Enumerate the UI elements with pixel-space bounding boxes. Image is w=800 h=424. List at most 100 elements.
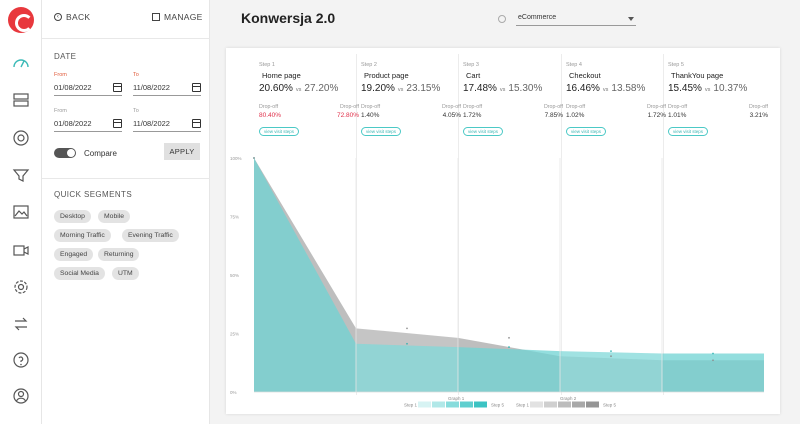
view-visit-steps-button[interactable]: view visit steps <box>668 127 709 136</box>
back-icon: ‹ <box>54 13 62 21</box>
step-name: Home page <box>262 71 301 80</box>
funnel-icon[interactable] <box>11 165 31 185</box>
settings-icon[interactable] <box>11 277 31 297</box>
funnel-step: Step 3 Cart 17.48% vs 15.30% Drop-off Drop-off… <box>463 62 563 138</box>
legend-end-label: Step 5 <box>491 403 505 408</box>
data-point <box>712 352 714 355</box>
data-point <box>508 336 510 339</box>
segment-chip[interactable]: Evening Traffic <box>122 229 179 242</box>
compare-label: Compare <box>84 149 117 158</box>
view-visit-steps-button[interactable]: view visit steps <box>463 127 504 136</box>
dropoff-label: Drop-off <box>259 104 279 110</box>
dropoff-compare-value: 3.21% <box>749 112 768 119</box>
data-point <box>610 350 612 352</box>
view-visit-steps-button[interactable]: view visit steps <box>361 127 402 136</box>
compare-from-value: 01/08/2022 <box>54 119 92 128</box>
divider <box>42 178 210 179</box>
compare-toggle[interactable] <box>54 148 76 158</box>
primary-to-input[interactable]: 11/08/2022 <box>133 80 201 96</box>
step-band <box>356 158 458 392</box>
segment-chip[interactable]: UTM <box>112 267 139 280</box>
dropoff-label: Drop-off <box>441 104 461 110</box>
data-point <box>508 346 510 348</box>
conversion-value: 20.60% <box>259 83 293 94</box>
y-tick-label: 0% <box>230 390 237 395</box>
legend-swatch <box>558 401 571 408</box>
column-divider <box>561 54 562 395</box>
dropoff-value: 80.40% <box>259 112 282 119</box>
legend-swatch <box>474 401 487 408</box>
dropoff-values: 1.01% 3.21% <box>668 112 768 119</box>
icon-rail <box>0 0 42 424</box>
vs-label: vs <box>397 87 404 93</box>
funnel-selector[interactable]: eCommerce <box>516 11 636 26</box>
data-point <box>406 327 408 330</box>
filter-panel: ‹ BACK MANAGE DATE From To 01/08/2022 11… <box>42 0 210 424</box>
dropoff-labels: Drop-off Drop-off <box>361 104 461 110</box>
segment-chip[interactable]: Mobile <box>98 210 131 223</box>
column-divider <box>458 54 459 395</box>
target-icon[interactable] <box>11 128 31 148</box>
segment-chip[interactable]: Social Media <box>54 267 105 280</box>
compare-from-input[interactable]: 01/08/2022 <box>54 116 122 132</box>
legend-start-label: Step 1 <box>516 403 530 408</box>
compare-to-input[interactable]: 11/08/2022 <box>133 116 201 132</box>
conversion-compare-value: 13.58% <box>611 83 646 94</box>
dropoff-label: Drop-off <box>339 104 359 110</box>
step-name: ThankYou page <box>671 71 724 80</box>
back-label: BACK <box>66 12 91 22</box>
info-icon[interactable] <box>498 15 506 23</box>
apply-button[interactable]: APPLY <box>164 143 200 160</box>
conversion-value: 19.20% <box>361 83 395 94</box>
manage-button[interactable]: MANAGE <box>152 12 203 22</box>
compare-to-label: To <box>133 108 139 114</box>
segment-chip[interactable]: Engaged <box>54 248 94 261</box>
calendar-icon[interactable] <box>113 83 122 92</box>
legend-swatch <box>586 401 599 408</box>
legend-swatch <box>446 401 459 408</box>
user-icon[interactable] <box>11 386 31 406</box>
y-tick-label: 50% <box>230 273 239 278</box>
calendar-icon[interactable] <box>192 83 201 92</box>
step-number: Step 4 <box>566 62 582 68</box>
chevron-down-icon <box>628 17 634 21</box>
dropoff-values: 80.40% 72.80% <box>259 112 359 119</box>
video-icon[interactable] <box>11 240 31 260</box>
dropoff-label: Drop-off <box>361 104 381 110</box>
image-icon[interactable] <box>11 202 31 222</box>
view-visit-steps-button[interactable]: view visit steps <box>259 127 300 136</box>
segment-chip[interactable]: Desktop <box>54 210 91 223</box>
to-label: To <box>133 72 139 78</box>
dropoff-value: 1.01% <box>668 112 687 119</box>
primary-from-input[interactable]: 01/08/2022 <box>54 80 122 96</box>
segment-chip[interactable]: Returning <box>98 248 140 261</box>
dashboard-icon[interactable] <box>11 53 31 73</box>
view-visit-steps-button[interactable]: view visit steps <box>566 127 607 136</box>
conversion-compare-value: 27.20% <box>304 83 339 94</box>
back-button[interactable]: ‹ BACK <box>54 12 90 22</box>
step-name: Checkout <box>569 71 601 80</box>
dropoff-labels: Drop-off Drop-off <box>566 104 666 110</box>
step-conversion: 17.48% vs 15.30% <box>463 83 563 94</box>
heatmap-icon[interactable] <box>11 90 31 110</box>
vs-label: vs <box>602 87 609 93</box>
dropoff-label: Drop-off <box>566 104 586 110</box>
logo-icon[interactable] <box>8 7 34 33</box>
from-label: From <box>54 72 67 78</box>
transfer-icon[interactable] <box>11 314 31 334</box>
legend-swatch <box>460 401 473 408</box>
series-area-graph-2 <box>254 158 764 392</box>
primary-from-value: 01/08/2022 <box>54 83 92 92</box>
calendar-icon[interactable] <box>113 119 122 128</box>
help-icon[interactable] <box>11 350 31 370</box>
dropoff-value: 1.72% <box>463 112 482 119</box>
segment-chip[interactable]: Morning Traffic <box>54 229 111 242</box>
dropoff-labels: Drop-off Drop-off <box>259 104 359 110</box>
funnel-selector-value: eCommerce <box>518 14 557 21</box>
dropoff-labels: Drop-off Drop-off <box>668 104 768 110</box>
funnel-step: Step 4 Checkout 16.46% vs 13.58% Drop-off Drop… <box>566 62 666 138</box>
legend-series-name: Graph 2 <box>560 396 577 401</box>
page-title: Konwersja 2.0 <box>241 10 336 26</box>
calendar-icon[interactable] <box>192 119 201 128</box>
dropoff-label: Drop-off <box>463 104 483 110</box>
